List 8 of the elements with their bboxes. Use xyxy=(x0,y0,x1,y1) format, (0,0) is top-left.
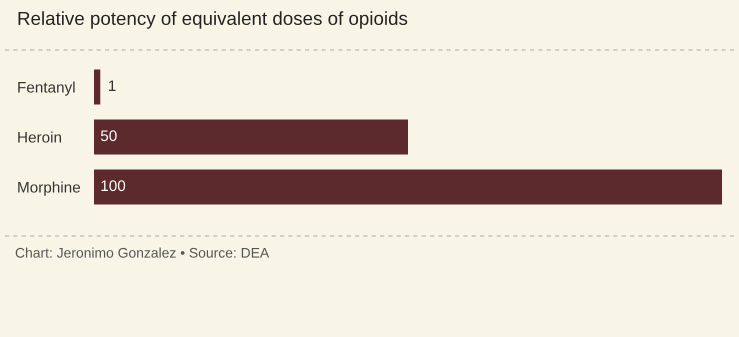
text: Chart: Jeronimo Gonzalez • Source: DEA xyxy=(16,248,270,258)
data-label: 1 xyxy=(108,80,116,91)
data-label: 100 xyxy=(101,180,126,192)
chart-title: Relative potency of equivalent doses of opioids xyxy=(18,11,408,29)
y-tick-label: Heroin xyxy=(18,131,62,143)
y-tick-label: Morphine xyxy=(18,181,80,196)
y-tick-label: Fentanyl xyxy=(18,81,75,96)
data-label: 50 xyxy=(100,130,117,142)
